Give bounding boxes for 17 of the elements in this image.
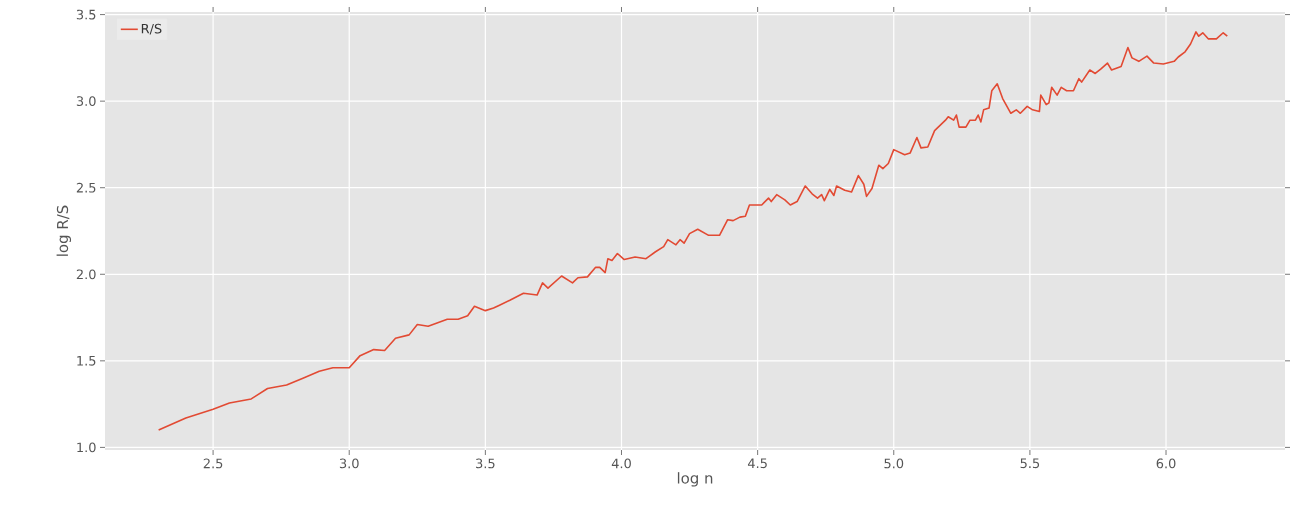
x-tick-label: 5.0 [884, 458, 904, 469]
x-tick-label: 4.0 [611, 458, 631, 469]
y-axis-title: log R/S [56, 205, 72, 256]
x-tick-label: 3.0 [339, 458, 359, 469]
x-tick-label: 5.5 [1020, 458, 1040, 469]
x-tick-label: 4.5 [747, 458, 767, 469]
y-tick-label: 1.5 [77, 356, 96, 366]
x-tick-label: 6.0 [1156, 458, 1176, 469]
y-tick-label: 2.0 [76, 269, 96, 280]
x-tick-label: 2.5 [203, 458, 223, 469]
x-axis-title: log n [677, 472, 713, 487]
y-tick-label: 1.0 [77, 442, 96, 453]
y-tick-label: 2.5 [76, 182, 96, 193]
x-tick-label: 3.5 [476, 458, 495, 469]
y-tick-label: 3.5 [76, 9, 96, 20]
y-tick-label: 3.0 [76, 96, 96, 107]
legend-label: R/S [141, 23, 162, 35]
